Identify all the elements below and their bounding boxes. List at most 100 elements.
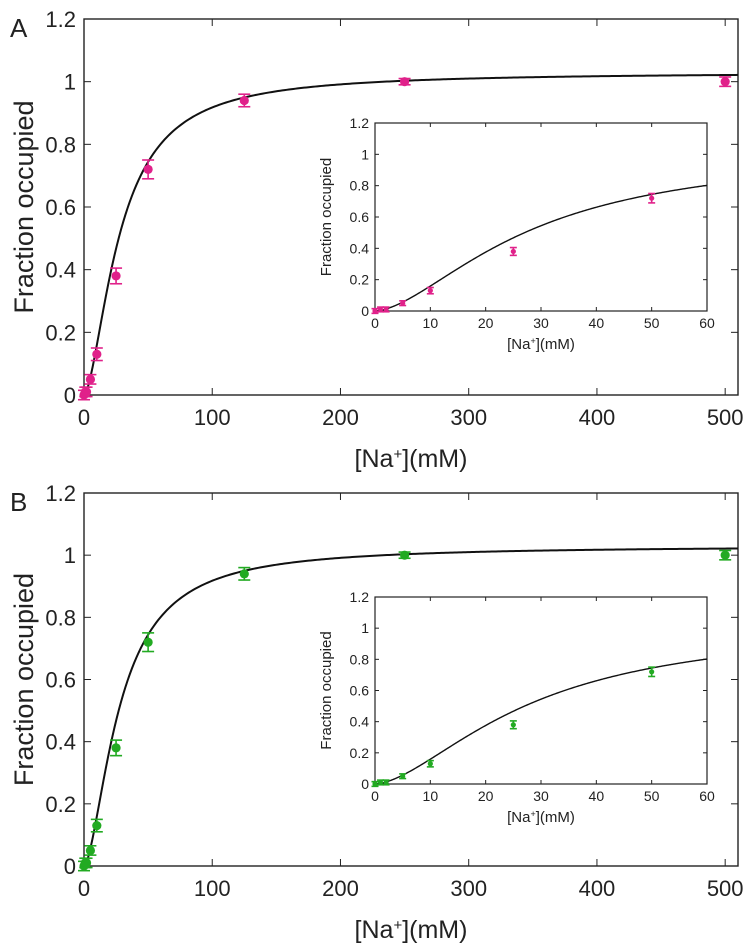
main-a-xtick-label: 300 bbox=[450, 405, 487, 430]
inset-y-axis-label: Fraction occupied bbox=[318, 158, 335, 276]
inset-ytick-label: 0.6 bbox=[350, 683, 370, 699]
inset-xtick-label: 10 bbox=[423, 788, 439, 804]
main-b-xtick-label: 500 bbox=[707, 876, 744, 901]
inset-data-point bbox=[372, 781, 378, 787]
inset-data-point bbox=[383, 779, 389, 786]
fit-curve bbox=[83, 547, 739, 867]
inset-data-point bbox=[427, 288, 433, 294]
main-a-xtick-label: 0 bbox=[78, 405, 90, 430]
inset-frame bbox=[374, 122, 708, 312]
main-b-ytick-label: 0.6 bbox=[45, 667, 76, 692]
main-data-point bbox=[81, 387, 92, 397]
main-data-point bbox=[143, 637, 153, 647]
main-b-xtick-label: 0 bbox=[78, 876, 90, 901]
main-b-ytick-label: 0.2 bbox=[45, 792, 76, 817]
main-data-point bbox=[720, 77, 730, 87]
main-a-ytick-label: 1.2 bbox=[45, 7, 76, 32]
inset-xtick-label: 10 bbox=[423, 315, 439, 331]
inset-ytick-label: 0.4 bbox=[350, 714, 370, 730]
inset-data-point bbox=[510, 248, 516, 255]
inset-data-point bbox=[649, 195, 655, 201]
main-data-point bbox=[92, 820, 102, 831]
inset-x-axis-label: [Na+](mM) bbox=[507, 809, 575, 826]
inset-data-point bbox=[377, 779, 384, 786]
main-b-xtick-label: 400 bbox=[579, 876, 616, 901]
inset-xtick-label: 30 bbox=[533, 315, 549, 331]
inset-chart: 0 10 20 30 40 50 60 0 0.2 0.4 0.6 0.8 1 1.2 [Na+](mM) F… bbox=[318, 589, 715, 826]
inset-data-point bbox=[649, 669, 655, 675]
main-a-xtick-label: 100 bbox=[194, 405, 231, 430]
main-data-point bbox=[81, 858, 92, 868]
main-data-point bbox=[399, 550, 410, 560]
inset-xtick-label: 20 bbox=[478, 315, 494, 331]
inset-chart: 0 10 20 30 40 50 60 0 0.2 0.4 0.6 0.8 1 1.2 [Na+](mM) F… bbox=[318, 115, 715, 353]
main-a-xtick-label: 500 bbox=[707, 405, 744, 430]
main-data-point bbox=[239, 569, 249, 579]
inset-xtick-label: 0 bbox=[371, 788, 379, 804]
inset-ytick-label: 0.8 bbox=[350, 178, 370, 194]
inset-data-point bbox=[427, 761, 433, 767]
inset-ytick-label: 0.6 bbox=[350, 209, 370, 225]
inset-data-point bbox=[400, 300, 406, 306]
main-a-xtick-label: 400 bbox=[579, 405, 616, 430]
inset-ytick-label: 1 bbox=[361, 620, 369, 636]
inset-xtick-label: 40 bbox=[589, 315, 605, 331]
main-a-ytick-label: 0.8 bbox=[45, 132, 76, 157]
inset-y-axis-label: Fraction occupied bbox=[318, 631, 335, 749]
main-data-point bbox=[111, 743, 121, 753]
main-data-point bbox=[143, 164, 153, 174]
inset-xtick-label: 20 bbox=[478, 788, 494, 804]
inset-x-axis-label: [Na+](mM) bbox=[507, 336, 575, 353]
inset-data-point bbox=[400, 773, 406, 779]
main-data-point bbox=[720, 550, 730, 560]
inset-xtick-label: 40 bbox=[589, 788, 605, 804]
inset-ytick-label: 1.2 bbox=[350, 589, 370, 605]
inset-xtick-label: 30 bbox=[533, 788, 549, 804]
inset-xtick-label: 60 bbox=[699, 315, 715, 331]
inset-xtick-label: 50 bbox=[644, 788, 660, 804]
main-data-point bbox=[399, 77, 410, 87]
inset-ytick-label: 1.2 bbox=[350, 115, 370, 131]
main-b-ytick-label: 1.2 bbox=[45, 481, 76, 506]
inset-ytick-label: 1 bbox=[361, 146, 369, 162]
inset-xtick-label: 50 bbox=[644, 315, 660, 331]
y-axis-label: Fraction occupied bbox=[9, 573, 39, 786]
main-b-ytick-label: 0.4 bbox=[45, 730, 76, 755]
main-b-xtick-label: 200 bbox=[322, 876, 359, 901]
inset-ytick-label: 0.2 bbox=[350, 745, 370, 761]
inset-ytick-label: 0.4 bbox=[350, 240, 370, 256]
main-data-point bbox=[239, 95, 249, 106]
inset-data-point bbox=[383, 306, 389, 313]
main-data-point bbox=[85, 845, 96, 856]
main-data-point bbox=[92, 349, 102, 359]
main-b-xtick-label: 300 bbox=[450, 876, 487, 901]
panel-b: 0 100 200 300 400 50000.20.40.60.811.2B[Na+](… bbox=[9, 481, 744, 944]
panel-label: B bbox=[10, 487, 27, 517]
main-a-ytick-label: 0 bbox=[64, 383, 76, 408]
main-a-xtick-label: 200 bbox=[322, 405, 359, 430]
inset-data-point bbox=[377, 306, 384, 313]
y-axis-label: Fraction occupied bbox=[9, 100, 39, 313]
main-a-ytick-label: 0.6 bbox=[45, 195, 76, 220]
x-axis-label: [Na+](mM) bbox=[355, 916, 468, 944]
panel-label: A bbox=[10, 13, 28, 43]
main-a-ytick-label: 0.2 bbox=[45, 320, 76, 345]
inset-ytick-label: 0.8 bbox=[350, 651, 370, 667]
panel-a: 0 100 200 300 400 50000.20.40.60.811.2A[Na+](… bbox=[9, 7, 744, 473]
inset-xtick-label: 0 bbox=[371, 315, 379, 331]
inset-xtick-label: 60 bbox=[699, 788, 715, 804]
fit-curve bbox=[83, 73, 739, 396]
inset-frame bbox=[374, 596, 708, 785]
main-b-xtick-label: 100 bbox=[194, 876, 231, 901]
inset-ytick-label: 0 bbox=[361, 776, 369, 792]
main-a-ytick-label: 1 bbox=[64, 70, 76, 95]
main-data-point bbox=[85, 374, 96, 384]
main-b-ytick-label: 0.8 bbox=[45, 605, 76, 630]
main-b-ytick-label: 0 bbox=[64, 854, 76, 879]
main-a-ytick-label: 0.4 bbox=[45, 258, 76, 283]
inset-data-point bbox=[510, 722, 516, 728]
main-data-point bbox=[111, 271, 121, 281]
inset-ytick-label: 0.2 bbox=[350, 272, 370, 288]
main-b-ytick-label: 1 bbox=[64, 543, 76, 568]
